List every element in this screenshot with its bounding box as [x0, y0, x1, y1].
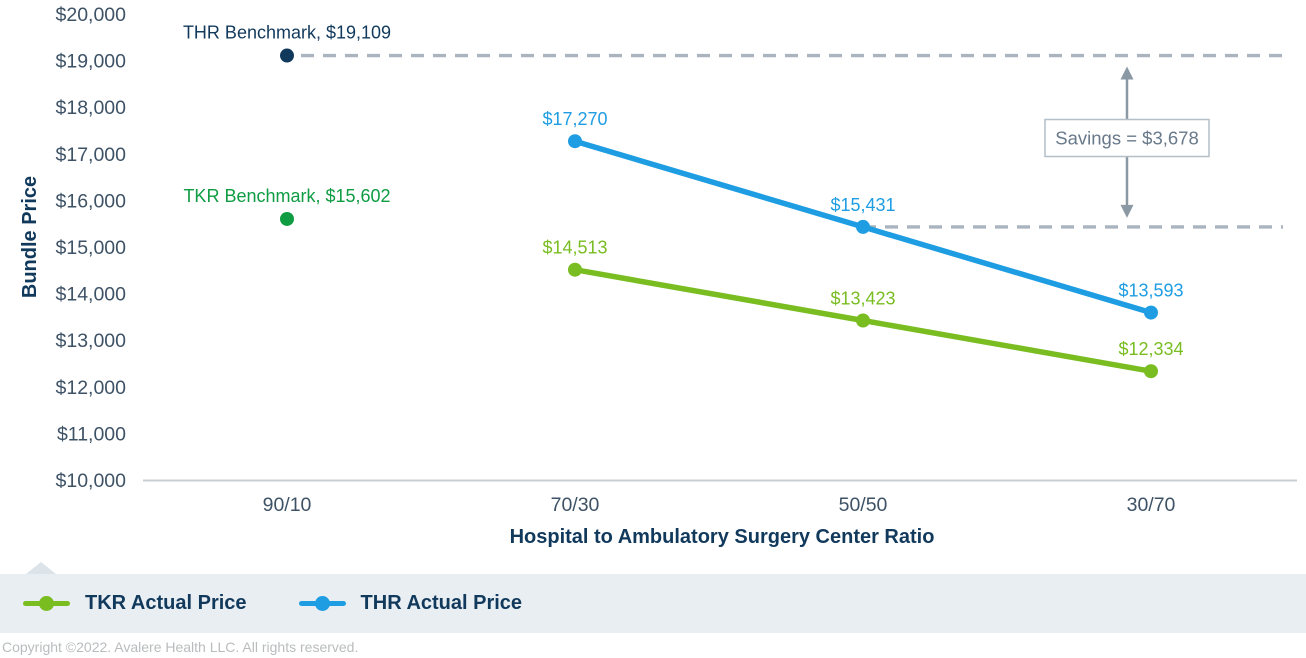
data-point-label-tkr-actual-price: $12,334 — [1118, 339, 1183, 359]
y-axis-tick-label: $13,000 — [56, 330, 127, 352]
legend-series-marker-icon — [298, 596, 346, 612]
x-axis-tick-label: 50/50 — [839, 494, 888, 516]
x-axis-tick-label: 30/70 — [1127, 494, 1176, 516]
data-point-label-thr-actual-price: $15,431 — [830, 195, 895, 215]
y-axis-tick-label: $19,000 — [56, 51, 127, 73]
data-point-tkr-actual-price — [856, 313, 870, 328]
legend-series-marker-icon — [23, 596, 70, 612]
savings-arrow-up-icon — [1120, 66, 1134, 80]
x-axis-tick-label: 90/10 — [263, 494, 312, 516]
legend-item-thr-actual-price: THR Actual Price — [298, 592, 523, 615]
data-point-tkr-actual-price — [1144, 364, 1158, 379]
thr-benchmark-dot — [280, 48, 294, 63]
y-axis-tick-label: $15,000 — [56, 237, 127, 259]
chart-canvas: $10,000 $11,000 $12,000 $13,000 $14,000 $15,0… — [19, 4, 1297, 548]
data-point-label-tkr-actual-price: $14,513 — [542, 238, 607, 258]
data-point-tkr-actual-price — [568, 262, 582, 277]
y-axis-tick-label: $18,000 — [56, 97, 127, 119]
legend-bar: TKR Actual Price THR Actual Price — [0, 562, 1306, 633]
y-axis-tick-label: $12,000 — [56, 377, 127, 399]
tkr-benchmark-label: TKR Benchmark, $15,602 — [183, 186, 390, 206]
data-point-thr-actual-price — [568, 134, 582, 149]
data-point-label-thr-actual-price: $17,270 — [542, 109, 607, 129]
data-point-label-thr-actual-price: $13,593 — [1118, 281, 1183, 301]
y-axis-tick-label: $20,000 — [56, 4, 127, 26]
legend-item-tkr-actual-price: TKR Actual Price — [23, 592, 247, 615]
y-axis-tick-label: $16,000 — [56, 190, 127, 212]
y-axis-tick-label: $14,000 — [56, 284, 127, 306]
y-axis-title: Bundle Price — [19, 176, 41, 298]
savings-label: Savings = $3,678 — [1055, 128, 1198, 149]
legend-label: TKR Actual Price — [85, 592, 247, 614]
thr-benchmark-label: THR Benchmark, $19,109 — [183, 23, 391, 43]
x-axis-tick-label: 70/30 — [551, 494, 600, 516]
data-point-thr-actual-price — [856, 219, 870, 234]
copyright-text: Copyright ©2022. Avalere Health LLC. All… — [2, 639, 359, 655]
y-axis-tick-label: $17,000 — [56, 144, 127, 166]
data-point-label-tkr-actual-price: $13,423 — [830, 288, 895, 308]
data-point-thr-actual-price — [1144, 305, 1158, 320]
y-axis-tick-label: $11,000 — [57, 423, 126, 445]
y-axis-tick-label: $10,000 — [56, 470, 127, 492]
savings-arrow-down-icon — [1120, 204, 1134, 218]
tkr-benchmark-dot — [280, 211, 294, 226]
bundle-price-chart: $10,000 $11,000 $12,000 $13,000 $14,000 $15,0… — [19, 4, 1297, 548]
legend-notch-triangle — [26, 562, 56, 574]
x-axis-title: Hospital to Ambulatory Surgery Center Ra… — [510, 526, 935, 548]
savings-box — [1044, 118, 1210, 158]
legend-label: THR Actual Price — [360, 592, 523, 614]
